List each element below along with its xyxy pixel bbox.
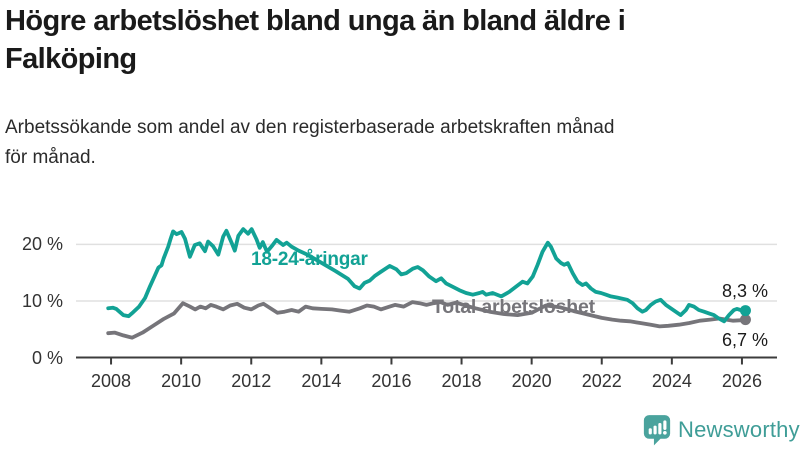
x-tick-label: 2010 [161, 370, 202, 391]
series-line [106, 227, 748, 324]
end-value-total: 6,7 % [722, 330, 769, 350]
series-line [106, 300, 748, 340]
x-tick-label: 2024 [651, 370, 692, 391]
line-chart: 2008 2010 2012 2014 2016 2018 2020 2022 2024 2026… [0, 200, 800, 410]
x-tick-label: 2016 [371, 370, 412, 391]
chart-canvas [76, 227, 777, 365]
y-tick-label: 0 % [31, 347, 63, 368]
series-end-dot [739, 314, 751, 326]
x-tick-label: 2020 [511, 370, 552, 391]
page-title: Högre arbetslöshet bland unga än bland ä… [5, 5, 626, 75]
x-tick-label: 2012 [231, 370, 272, 391]
series-end-dot [739, 305, 751, 317]
chart-subtitle: Arbetssökande som andel av den registerb… [5, 117, 615, 168]
end-value-young: 8,3 % [722, 281, 769, 301]
series-label-total: Total arbetslöshet [432, 296, 595, 318]
x-tick-label: 2022 [581, 370, 622, 391]
x-tick-label: 2018 [441, 370, 482, 391]
newsworthy-logo[interactable]: Newsworthy [643, 414, 800, 446]
y-tick-label: 10 % [21, 290, 63, 311]
y-tick-label: 20 % [21, 234, 63, 255]
newsworthy-chart-bubble-icon [643, 414, 671, 446]
x-tick-label: 2026 [721, 370, 762, 391]
series-label-young: 18-24-åringar [251, 249, 368, 270]
x-tick-label: 2014 [301, 370, 342, 391]
newsworthy-brand-text: Newsworthy [678, 417, 800, 442]
x-tick-label: 2008 [91, 370, 132, 391]
